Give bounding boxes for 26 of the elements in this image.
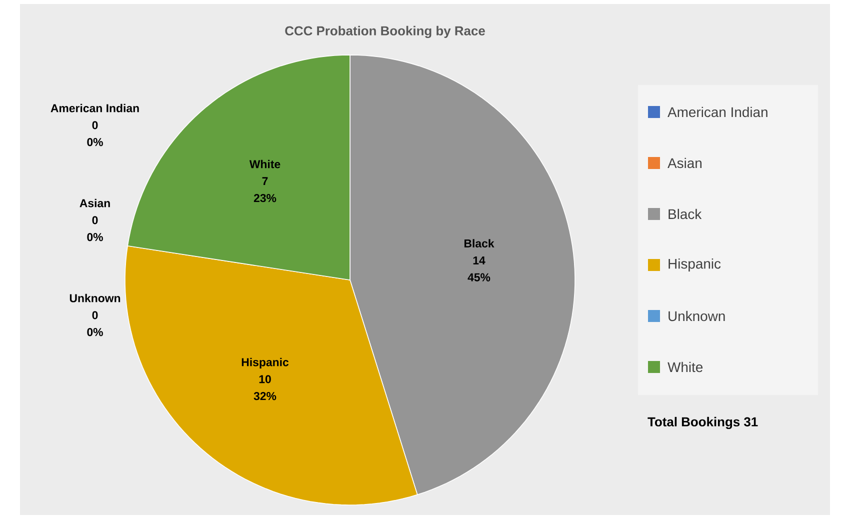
slice-label: White	[249, 160, 280, 168]
slice-label: Black	[464, 239, 494, 248]
text: 0	[92, 311, 98, 320]
legend-label: White	[668, 362, 703, 372]
data-label: 14	[473, 256, 486, 264]
legend-label: Black	[668, 208, 702, 220]
text: 0%	[87, 138, 103, 146]
text: Total Bookings 31	[648, 416, 758, 430]
text: 32%	[254, 392, 276, 400]
text: 45%	[468, 273, 490, 282]
category-label: Unknown	[70, 294, 120, 302]
chart-title: CCC Probation Booking by Race	[285, 26, 485, 38]
legend-label: Asian	[668, 158, 702, 168]
legend-label: Unknown	[668, 310, 725, 322]
category-label: Asian	[80, 198, 110, 208]
text: 0	[92, 216, 98, 224]
category-label: American Indian	[50, 104, 139, 112]
legend-label: Hispanic	[668, 258, 721, 272]
text: 0%	[87, 328, 103, 336]
legend-label: American Indian	[668, 106, 768, 118]
text: 0	[92, 121, 98, 130]
text: 0%	[87, 233, 103, 242]
text: 23%	[254, 194, 276, 202]
data-label: 10	[259, 375, 271, 384]
data-label: 7	[262, 177, 268, 186]
slice-label: Hispanic	[242, 358, 289, 369]
